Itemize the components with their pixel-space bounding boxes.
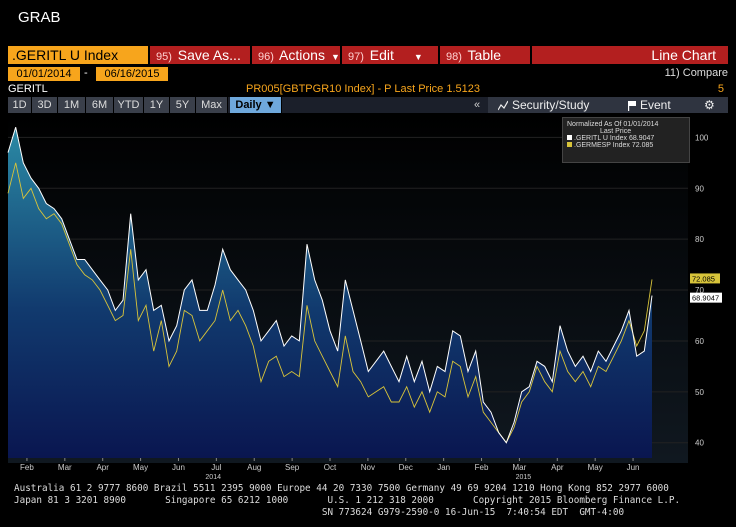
range-6m-button[interactable]: 6M (86, 97, 114, 113)
edit-label: Edit (369, 47, 394, 63)
event-button[interactable]: Event (640, 98, 671, 112)
footer-line-1: Australia 61 2 9777 8600 Brazil 5511 239… (14, 483, 669, 494)
date-separator: - (84, 67, 88, 79)
x-tick-label: Dec (399, 463, 413, 472)
table-number: 98) (446, 51, 462, 63)
actions-caret-icon: ▼ (330, 52, 340, 62)
x-tick-label: Nov (361, 463, 375, 472)
collapse-icon[interactable]: « (474, 99, 481, 111)
x-tick-label: Jan (437, 463, 450, 472)
x-tick-label: Apr (551, 463, 564, 472)
table-label: Table (467, 47, 502, 63)
edit-number: 97) (348, 51, 364, 63)
x-tick-label: Feb (20, 463, 34, 472)
footer: Australia 61 2 9777 8600 Brazil 5511 239… (0, 479, 736, 527)
y-tick-label: 90 (695, 184, 704, 193)
x-tick-label: May (588, 463, 603, 472)
start-date-field[interactable]: 01/01/2014 (8, 67, 80, 81)
frequency-dropdown[interactable]: Daily ▼ (230, 97, 282, 113)
x-tick-label: Aug (247, 463, 261, 472)
legend-swatch (567, 135, 572, 140)
x-tick-label: Oct (324, 463, 337, 472)
legend-swatch (567, 142, 572, 147)
gear-icon[interactable]: ⚙ (704, 98, 715, 112)
flag-icon (627, 99, 637, 111)
actions-number: 96) (258, 51, 274, 63)
formula-text: PR005[GBTPGR10 Index] - P Last Price 1.5… (246, 83, 480, 95)
x-tick-label: Feb (475, 463, 489, 472)
year-label: 2015 (516, 474, 532, 479)
ticker-code: GERITL (8, 83, 48, 95)
last-value-box (690, 273, 720, 284)
save-as-label: Save As... (177, 47, 241, 63)
y-tick-label: 60 (695, 337, 704, 346)
y-tick-label: 100 (695, 133, 709, 142)
x-tick-label: Mar (58, 463, 72, 472)
line-chart: 40 50 60 70 80 90 100 Feb Mar Apr May Jun Jul Aug Sep O… (7, 113, 722, 479)
x-tick-label: Jun (627, 463, 640, 472)
range-1y-button[interactable]: 1Y (144, 97, 170, 113)
line-chart-icon[interactable] (497, 99, 509, 111)
legend-item-series2: .GERMESP Index 72.085 (563, 142, 689, 149)
x-tick-label: Apr (96, 463, 109, 472)
year-label: 2014 (205, 474, 221, 479)
chevron-down-icon: ▼ (264, 99, 276, 111)
x-tick-label: May (133, 463, 148, 472)
frequency-label: Daily (235, 99, 262, 111)
range-3d-button[interactable]: 3D (32, 97, 58, 113)
y-tick-label: 70 (695, 286, 704, 295)
actions-label: Actions (279, 47, 325, 63)
range-ytd-button[interactable]: YTD (114, 97, 144, 113)
security-field[interactable]: .GERITL U Index (8, 46, 148, 64)
window-title-bar (0, 0, 736, 42)
footer-line-3: SN 773624 G979-2590-0 16-Jun-15 7:40:54 … (14, 507, 625, 518)
x-tick-label: Jun (172, 463, 185, 472)
x-tick-label: Sep (285, 463, 300, 472)
page-number: 5 (717, 83, 724, 95)
area-fill (8, 127, 652, 458)
save-as-button[interactable]: 95) Save As... (150, 46, 250, 64)
actions-button[interactable]: 96) Actions ▼ (252, 46, 340, 64)
end-date-field[interactable]: 06/16/2015 (96, 67, 168, 81)
last-value-label: 72.085 (692, 274, 715, 283)
x-tick-label: Jul (211, 463, 221, 472)
x-tick-label: Mar (513, 463, 527, 472)
last-value-label: 68.9047 (692, 294, 719, 303)
legend-item-series1: .GERITL U Index 68.9047 (563, 135, 689, 142)
table-button[interactable]: 98) Table (440, 46, 530, 64)
legend: Normalized As Of 01/01/2014 Last Price .… (562, 117, 690, 163)
security-study-button[interactable]: Security/Study (512, 98, 590, 112)
compare-button[interactable]: 11) Compare (664, 67, 728, 79)
range-1m-button[interactable]: 1M (58, 97, 86, 113)
y-tick-label: 40 (695, 439, 704, 448)
series-line-1 (7, 127, 653, 444)
study-toolbar (488, 97, 728, 113)
range-5y-button[interactable]: 5Y (170, 97, 196, 113)
series-line-2 (7, 162, 653, 444)
legend-label: .GERMESP Index 72.085 (574, 142, 654, 149)
edit-button[interactable]: 97) Edit ▼ (342, 46, 438, 64)
app-title: GRAB (18, 9, 61, 26)
range-1d-button[interactable]: 1D (8, 97, 32, 113)
edit-caret-icon: ▼ (413, 52, 423, 62)
last-value-box (690, 292, 722, 303)
line-chart-button[interactable]: Line Chart (532, 46, 728, 64)
y-tick-label: 80 (695, 235, 704, 244)
y-tick-label: 50 (695, 388, 704, 397)
legend-subheader: Last Price (600, 128, 632, 135)
range-max-button[interactable]: Max (196, 97, 228, 113)
legend-label: .GERITL U Index 68.9047 (574, 135, 655, 142)
legend-header: Normalized As Of 01/01/2014 (567, 121, 659, 128)
footer-line-2: Japan 81 3 3201 8900 Singapore 65 6212 1… (14, 495, 681, 506)
save-as-number: 95) (156, 51, 172, 63)
